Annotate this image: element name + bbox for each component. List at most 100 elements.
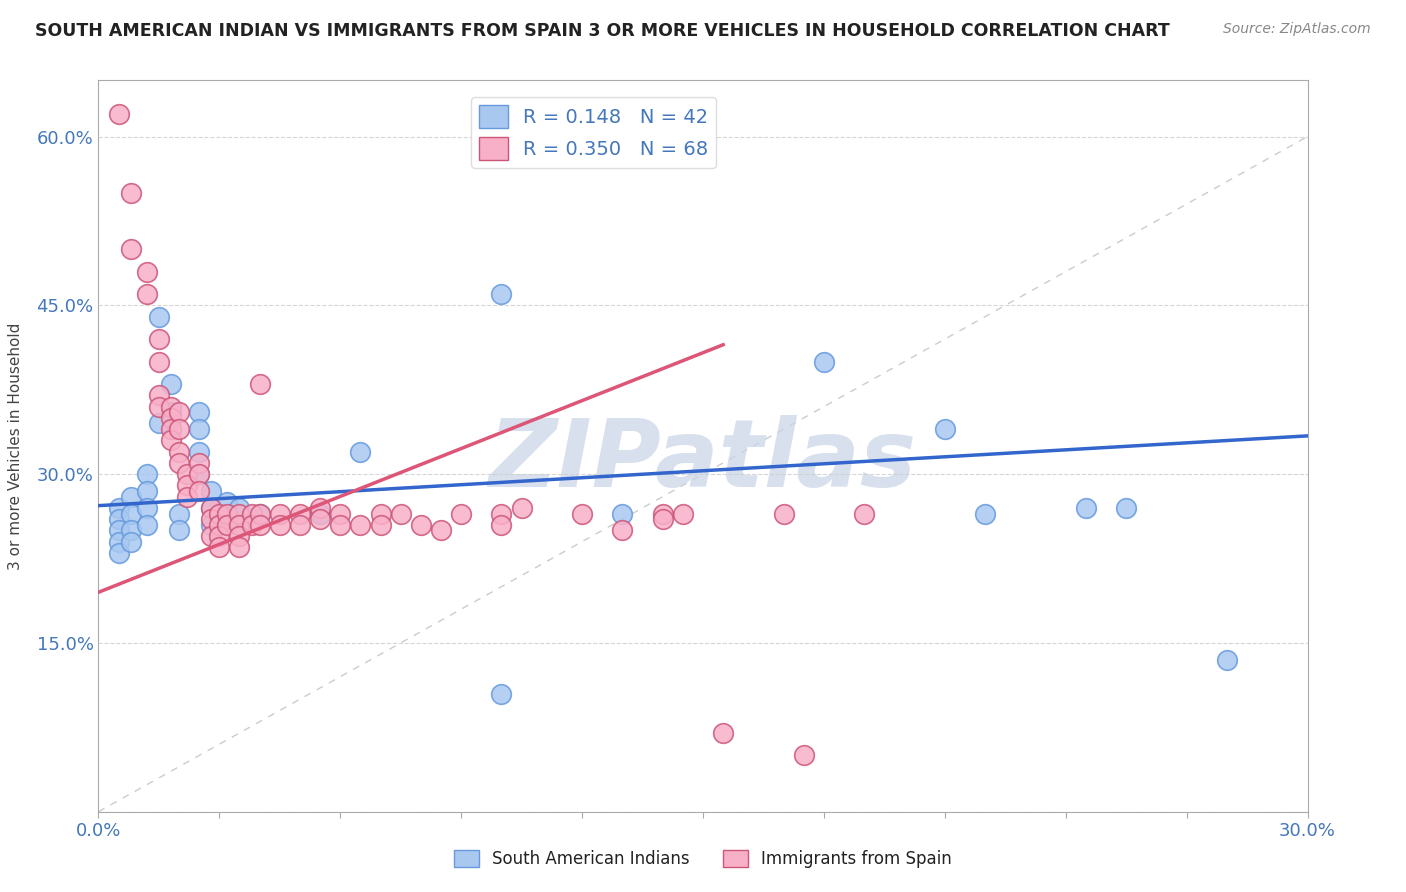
Point <box>217 512 239 526</box>
Point <box>176 490 198 504</box>
Point <box>188 483 211 498</box>
Point <box>228 529 250 543</box>
Point <box>228 517 250 532</box>
Point <box>228 541 250 555</box>
Text: SOUTH AMERICAN INDIAN VS IMMIGRANTS FROM SPAIN 3 OR MORE VEHICLES IN HOUSEHOLD C: SOUTH AMERICAN INDIAN VS IMMIGRANTS FROM… <box>35 22 1170 40</box>
Point <box>370 507 392 521</box>
Point <box>107 107 129 121</box>
Point <box>135 517 157 532</box>
Point <box>167 507 190 521</box>
Text: Source: ZipAtlas.com: Source: ZipAtlas.com <box>1223 22 1371 37</box>
Point <box>651 507 673 521</box>
Point <box>107 524 129 538</box>
Point <box>120 524 142 538</box>
Point <box>672 507 695 521</box>
Point <box>200 500 222 515</box>
Point <box>269 507 291 521</box>
Point <box>288 517 311 532</box>
Point <box>430 524 453 538</box>
Point <box>309 500 332 515</box>
Point <box>1074 500 1097 515</box>
Point <box>249 507 271 521</box>
Point <box>974 507 997 521</box>
Point <box>120 534 142 549</box>
Point <box>135 264 157 278</box>
Point <box>188 422 211 436</box>
Point <box>510 500 533 515</box>
Point <box>160 377 183 392</box>
Point <box>389 507 412 521</box>
Point <box>167 456 190 470</box>
Point <box>491 507 513 521</box>
Point <box>249 377 271 392</box>
Point <box>228 507 250 521</box>
Point <box>309 512 332 526</box>
Point <box>135 467 157 482</box>
Point <box>612 507 634 521</box>
Point <box>491 287 513 301</box>
Point <box>491 517 513 532</box>
Point <box>208 517 231 532</box>
Legend: R = 0.148   N = 42, R = 0.350   N = 68: R = 0.148 N = 42, R = 0.350 N = 68 <box>471 97 716 168</box>
Point <box>120 186 142 200</box>
Point <box>148 332 170 346</box>
Point <box>176 467 198 482</box>
Y-axis label: 3 or more Vehicles in Household: 3 or more Vehicles in Household <box>7 322 22 570</box>
Point <box>188 456 211 470</box>
Point <box>200 483 222 498</box>
Point <box>217 517 239 532</box>
Point <box>160 422 183 436</box>
Point <box>240 517 263 532</box>
Point <box>217 495 239 509</box>
Point <box>148 388 170 402</box>
Point <box>793 748 815 763</box>
Point <box>450 507 472 521</box>
Point <box>200 500 222 515</box>
Point <box>135 500 157 515</box>
Point <box>120 242 142 256</box>
Point <box>167 444 190 458</box>
Point <box>148 354 170 368</box>
Point <box>269 517 291 532</box>
Point <box>409 517 432 532</box>
Point <box>200 529 222 543</box>
Point <box>167 524 190 538</box>
Point <box>934 422 956 436</box>
Point <box>571 507 593 521</box>
Point <box>120 507 142 521</box>
Point <box>200 517 222 532</box>
Point <box>107 534 129 549</box>
Point <box>107 512 129 526</box>
Point <box>309 507 332 521</box>
Point <box>240 507 263 521</box>
Point <box>288 507 311 521</box>
Point <box>491 687 513 701</box>
Point <box>188 444 211 458</box>
Point <box>651 512 673 526</box>
Point <box>167 422 190 436</box>
Point <box>188 405 211 419</box>
Point <box>208 507 231 521</box>
Point <box>148 417 170 431</box>
Point <box>249 507 271 521</box>
Point <box>135 483 157 498</box>
Point <box>120 490 142 504</box>
Point <box>148 310 170 324</box>
Point <box>208 529 231 543</box>
Point <box>176 478 198 492</box>
Point <box>329 507 352 521</box>
Point <box>217 507 239 521</box>
Point <box>228 517 250 532</box>
Point <box>813 354 835 368</box>
Point <box>349 444 371 458</box>
Point <box>853 507 876 521</box>
Point <box>711 726 734 740</box>
Point <box>200 512 222 526</box>
Point <box>148 400 170 414</box>
Point <box>249 517 271 532</box>
Point <box>1216 653 1239 667</box>
Point <box>772 507 794 521</box>
Point <box>160 410 183 425</box>
Text: ZIPatlas: ZIPatlas <box>489 415 917 507</box>
Point <box>208 541 231 555</box>
